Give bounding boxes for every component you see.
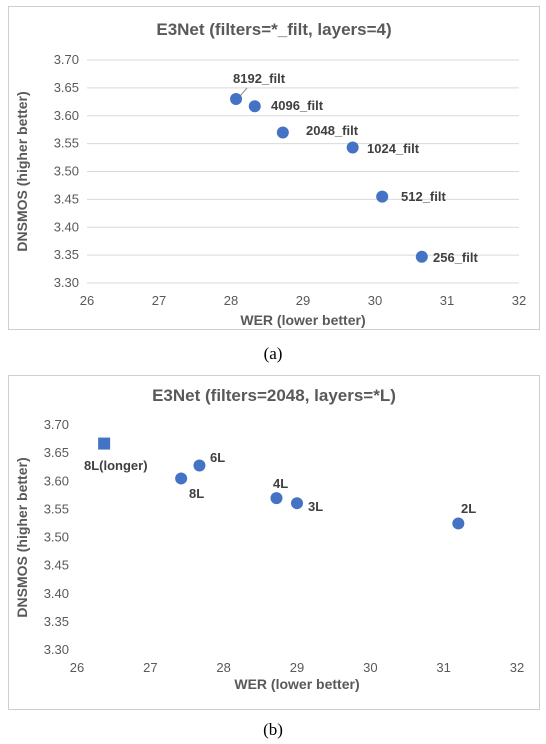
- x-tick-label: 27: [143, 660, 157, 675]
- y-tick-label: 3.55: [54, 136, 79, 151]
- data-label: 2L: [461, 501, 476, 516]
- data-point: [291, 497, 303, 510]
- data-point: [175, 472, 188, 485]
- data-label: 3L: [308, 499, 323, 514]
- data-label: 512_filt: [401, 189, 446, 204]
- data-label: 2048_filt: [306, 123, 359, 138]
- caption-a: (a): [263, 344, 283, 363]
- x-tick-label: 31: [440, 293, 454, 308]
- x-axis-title: WER (lower better): [234, 676, 359, 692]
- data-point: [193, 459, 206, 472]
- data-label: 6L: [210, 450, 225, 465]
- y-tick-label: 3.70: [44, 417, 69, 432]
- data-point: [415, 250, 428, 263]
- data-label: 4L: [273, 476, 288, 491]
- y-tick-label: 3.55: [44, 501, 69, 516]
- x-tick-label: 29: [290, 660, 304, 675]
- y-tick-label: 3.50: [44, 530, 69, 545]
- y-tick-label: 3.30: [54, 275, 79, 290]
- data-label: 4096_filt: [271, 98, 324, 113]
- x-tick-label: 29: [296, 293, 310, 308]
- scatter-chart-a: E3Net (filters=*_filt, layers=4) 3.30 3.35…: [14, 20, 526, 328]
- y-tick-label: 3.65: [54, 80, 79, 95]
- y-axis-title: DNSMOS (higher better): [14, 91, 30, 251]
- y-tick-label: 3.45: [54, 191, 79, 206]
- y-tick-label: 3.35: [54, 247, 79, 262]
- y-axis-title: DNSMOS (higher better): [14, 457, 30, 617]
- chart-panel-a: E3Net (filters=*_filt, layers=4) 3.30 3.35…: [8, 6, 540, 330]
- leader-line: [239, 87, 248, 97]
- y-tick-label: 3.60: [54, 108, 79, 123]
- y-tick-label: 3.45: [44, 558, 69, 573]
- y-tick-label: 3.40: [44, 586, 69, 601]
- data-point: [452, 517, 465, 530]
- chart-title: E3Net (filters=*_filt, layers=4): [156, 20, 391, 39]
- data-point: [270, 492, 283, 505]
- chart-title: E3Net (filters=2048, layers=*L): [152, 386, 396, 405]
- data-point: [346, 141, 359, 154]
- y-tick-label: 3.30: [44, 642, 69, 657]
- x-tick-label: 26: [80, 293, 94, 308]
- x-tick-label: 26: [70, 660, 84, 675]
- x-tick-label: 32: [510, 660, 524, 675]
- x-axis-title: WER (lower better): [240, 312, 365, 328]
- y-tick-label: 3.60: [44, 473, 69, 488]
- x-tick-label: 27: [152, 293, 166, 308]
- y-tick-label: 3.40: [54, 219, 79, 234]
- chart-panel-b: E3Net (filters=2048, layers=*L) 3.30 3.35 3…: [8, 375, 540, 710]
- data-point: [248, 100, 261, 113]
- x-tick-label: 31: [436, 660, 450, 675]
- data-point-square: [98, 437, 111, 450]
- x-tick-label: 30: [368, 293, 382, 308]
- data-label: 8L: [189, 486, 204, 501]
- data-label: 8192_filt: [233, 71, 286, 86]
- data-label: 1024_filt: [367, 141, 420, 156]
- y-tick-label: 3.35: [44, 614, 69, 629]
- y-tick-label: 3.50: [54, 164, 79, 179]
- x-tick-label: 30: [363, 660, 377, 675]
- x-tick-label: 32: [512, 293, 526, 308]
- data-point: [376, 190, 389, 203]
- y-tick-label: 3.65: [44, 445, 69, 460]
- caption-b: (b): [263, 720, 283, 739]
- data-point: [230, 93, 243, 106]
- scatter-chart-b: E3Net (filters=2048, layers=*L) 3.30 3.35 3…: [14, 386, 524, 692]
- data-point: [276, 126, 289, 139]
- x-tick-label: 28: [216, 660, 230, 675]
- x-tick-label: 28: [224, 293, 238, 308]
- y-tick-label: 3.70: [54, 52, 79, 67]
- data-label: 8L(longer): [84, 458, 148, 473]
- data-label: 256_filt: [433, 250, 478, 265]
